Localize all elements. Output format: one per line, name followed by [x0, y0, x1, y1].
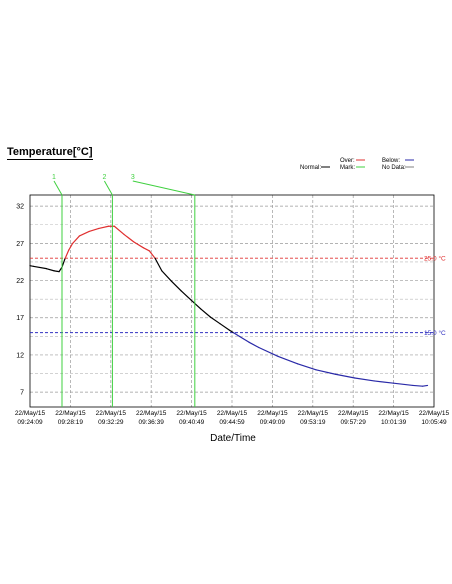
- plot-frame: [29, 194, 435, 408]
- x-tick-time: 09:36:39: [139, 419, 165, 426]
- series-segment: [373, 380, 395, 384]
- mark-leader: [53, 180, 63, 196]
- series-segment: [229, 329, 234, 334]
- x-tick-date: 22/May/15: [338, 410, 369, 417]
- x-tick-time: 09:57:29: [341, 419, 367, 426]
- series-segment: [232, 332, 241, 337]
- series-segment: [334, 373, 356, 379]
- series-segment: [277, 355, 299, 365]
- x-tick-time: 09:49:09: [260, 419, 286, 426]
- series-segment: [45, 268, 55, 272]
- series-segment: [258, 346, 279, 358]
- series-segment: [142, 247, 150, 252]
- series-segment: [238, 335, 250, 343]
- series-segment: [72, 235, 81, 244]
- thresholds: 25.0 °C 15.0 °C: [30, 255, 446, 337]
- series-segment: [315, 369, 336, 375]
- x-tick-date: 22/May/15: [378, 410, 409, 417]
- threshold-label: 15.0 °C: [424, 329, 446, 337]
- series-segment: [88, 227, 100, 233]
- series-segment: [170, 280, 182, 292]
- x-axis-title: Date/Time: [210, 433, 256, 444]
- series-segment: [248, 341, 260, 349]
- series-segment: [133, 241, 145, 249]
- x-tick-time: 10:01:39: [381, 419, 407, 426]
- series-segment: [53, 270, 60, 273]
- x-tick-time: 09:32:29: [98, 419, 124, 426]
- x-tick-date: 22/May/15: [217, 410, 248, 417]
- series-segment: [422, 384, 429, 387]
- series-segment: [190, 299, 202, 310]
- x-tick-date: 22/May/15: [257, 410, 288, 417]
- series-segment: [78, 230, 90, 237]
- mark-label: 1: [52, 174, 56, 181]
- x-tick-time: 10:05:49: [421, 419, 447, 426]
- x-tick-time: 09:28:19: [58, 419, 84, 426]
- y-tick-label: 17: [16, 315, 24, 322]
- grid: [30, 195, 434, 407]
- x-tick-date: 22/May/15: [96, 410, 127, 417]
- series-segment: [148, 250, 156, 259]
- series-segment: [180, 290, 192, 301]
- series-segment: [33, 265, 48, 270]
- mark-label: 2: [102, 174, 106, 181]
- mark-label: 3: [131, 174, 135, 181]
- legend: Normal: Over: Mark: Below: No Data:: [300, 158, 414, 171]
- series-segment: [123, 233, 135, 243]
- series-segment: [113, 225, 125, 236]
- legend-label-nodata: No Data:: [382, 165, 406, 171]
- series-segment: [219, 323, 231, 331]
- series-segment: [29, 265, 35, 268]
- y-tick-label: 12: [16, 352, 24, 359]
- legend-label-normal: Normal:: [300, 165, 321, 171]
- series: [29, 225, 429, 387]
- y-tick-label: 32: [16, 204, 24, 211]
- series-segment: [68, 242, 74, 251]
- marks: 1 2 3: [52, 174, 196, 407]
- legend-label-below: Below:: [382, 158, 400, 164]
- x-tick-date: 22/May/15: [419, 410, 450, 417]
- y-tick-label: 22: [16, 278, 24, 285]
- x-tick-date: 22/May/15: [298, 410, 329, 417]
- series-segment: [354, 377, 375, 382]
- x-tick-time: 09:24:09: [17, 419, 43, 426]
- x-tick-date: 22/May/15: [176, 410, 207, 417]
- x-tick-time: 09:53:19: [300, 419, 326, 426]
- series-segment: [154, 257, 163, 272]
- series-segment: [64, 249, 70, 259]
- y-axis-ticks: 32 27 22 17 12 7: [16, 204, 24, 397]
- mark-leader: [103, 180, 113, 196]
- x-tick-time: 09:40:49: [179, 419, 205, 426]
- x-tick-date: 22/May/15: [55, 410, 86, 417]
- y-tick-label: 27: [16, 241, 24, 248]
- series-segment: [200, 308, 211, 318]
- x-tick-time: 09:44:59: [219, 419, 245, 426]
- legend-label-mark: Mark:: [340, 165, 355, 171]
- series-segment: [296, 363, 317, 371]
- chart-title: Temperature[°C]: [7, 146, 93, 160]
- series-segment: [392, 382, 414, 387]
- threshold-label: 25.0 °C: [424, 255, 446, 263]
- series-segment: [98, 225, 110, 230]
- series-segment: [412, 384, 424, 387]
- series-segment: [161, 270, 173, 282]
- y-tick-label: 7: [20, 390, 24, 397]
- x-axis-ticks: 22/May/15 09:24:09 22/May/15 09:28:19 22/May…: [15, 410, 450, 426]
- mark-leader: [132, 180, 195, 196]
- legend-label-over: Over:: [340, 158, 355, 164]
- x-tick-date: 22/May/15: [136, 410, 167, 417]
- series-segment: [209, 316, 221, 325]
- x-tick-date: 22/May/15: [15, 410, 46, 417]
